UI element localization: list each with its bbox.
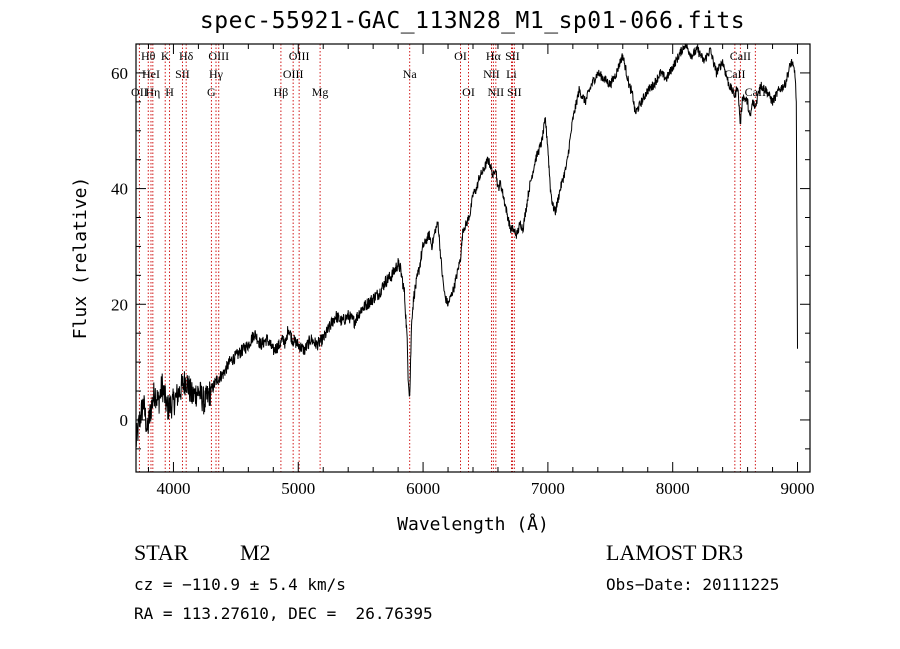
x-axis-label: Wavelength (Å) [397, 513, 549, 535]
line-label-23: SII [507, 85, 522, 99]
y-tick-label-0: 0 [120, 411, 129, 430]
line-label-12: OIII [283, 67, 304, 81]
line-label-5: H [165, 85, 174, 99]
survey-label: LAMOST DR3 [606, 540, 744, 565]
line-label-7: Hδ [179, 49, 194, 63]
x-tick-label-1: 5000 [281, 479, 315, 498]
plot-frame [135, 43, 811, 473]
line-label-3: HeI [142, 67, 160, 81]
line-label-22: SII [505, 49, 520, 63]
subclass-label: M2 [240, 540, 271, 565]
line-label-11: Hβ [274, 85, 289, 99]
line-label-14: Mg [312, 85, 329, 99]
y-tick-label-3: 60 [111, 64, 128, 83]
radec-value: RA = 113.27610, DEC = 26.76395 [134, 604, 433, 623]
y-axis-label: Flux (relative) [70, 177, 91, 340]
x-tick-label-4: 8000 [656, 479, 690, 498]
axis-ticks [136, 43, 810, 472]
line-label-13: OIII [289, 49, 310, 63]
line-label-8: G [207, 85, 216, 99]
x-tick-label-5: 9000 [781, 479, 815, 498]
obs-date: Obs−Date: 20111225 [606, 575, 780, 594]
line-label-9: Hγ [209, 67, 224, 81]
x-tick-label-0: 4000 [156, 479, 190, 498]
x-tick-label-3: 7000 [531, 479, 565, 498]
line-label-21: Li [506, 67, 517, 81]
line-label-4: K [161, 49, 170, 63]
line-label-20: NII [488, 85, 505, 99]
chart-title: spec-55921-GAC_113N28_M1_sp01-066.fits [199, 8, 746, 34]
y-tick-label-2: 40 [111, 180, 128, 199]
class-label: STAR [134, 540, 189, 565]
cz-value: cz = −110.9 ± 5.4 km/s [134, 575, 346, 594]
x-tick-label-2: 6000 [406, 479, 440, 498]
line-label-17: OI [462, 85, 475, 99]
line-label-25: CaII [730, 49, 751, 63]
line-label-0: Hθ [141, 49, 156, 63]
line-label-10: OIII [208, 49, 229, 63]
line-label-19: NII [483, 67, 500, 81]
flux-line [135, 44, 798, 447]
line-label-6: SII [175, 67, 190, 81]
line-label-1: OII [131, 85, 148, 99]
line-label-16: OI [454, 49, 467, 63]
line-label-24: CaII [724, 67, 745, 81]
line-label-2: Hη [145, 85, 160, 99]
flux-series [135, 44, 798, 447]
spectral-line-labels: HθOIIHηHeIKHSIIHδGHγOIIIHβOIIIOIIIMgNaOI… [131, 49, 766, 99]
y-tick-label-1: 20 [111, 295, 128, 314]
line-label-18: Hα [486, 49, 502, 63]
spectral-line-markers [138, 44, 756, 472]
line-label-15: Na [403, 67, 418, 81]
axis-tick-labels: 4000 5000 6000 7000 8000 9000 0 20 40 60 [111, 64, 815, 498]
